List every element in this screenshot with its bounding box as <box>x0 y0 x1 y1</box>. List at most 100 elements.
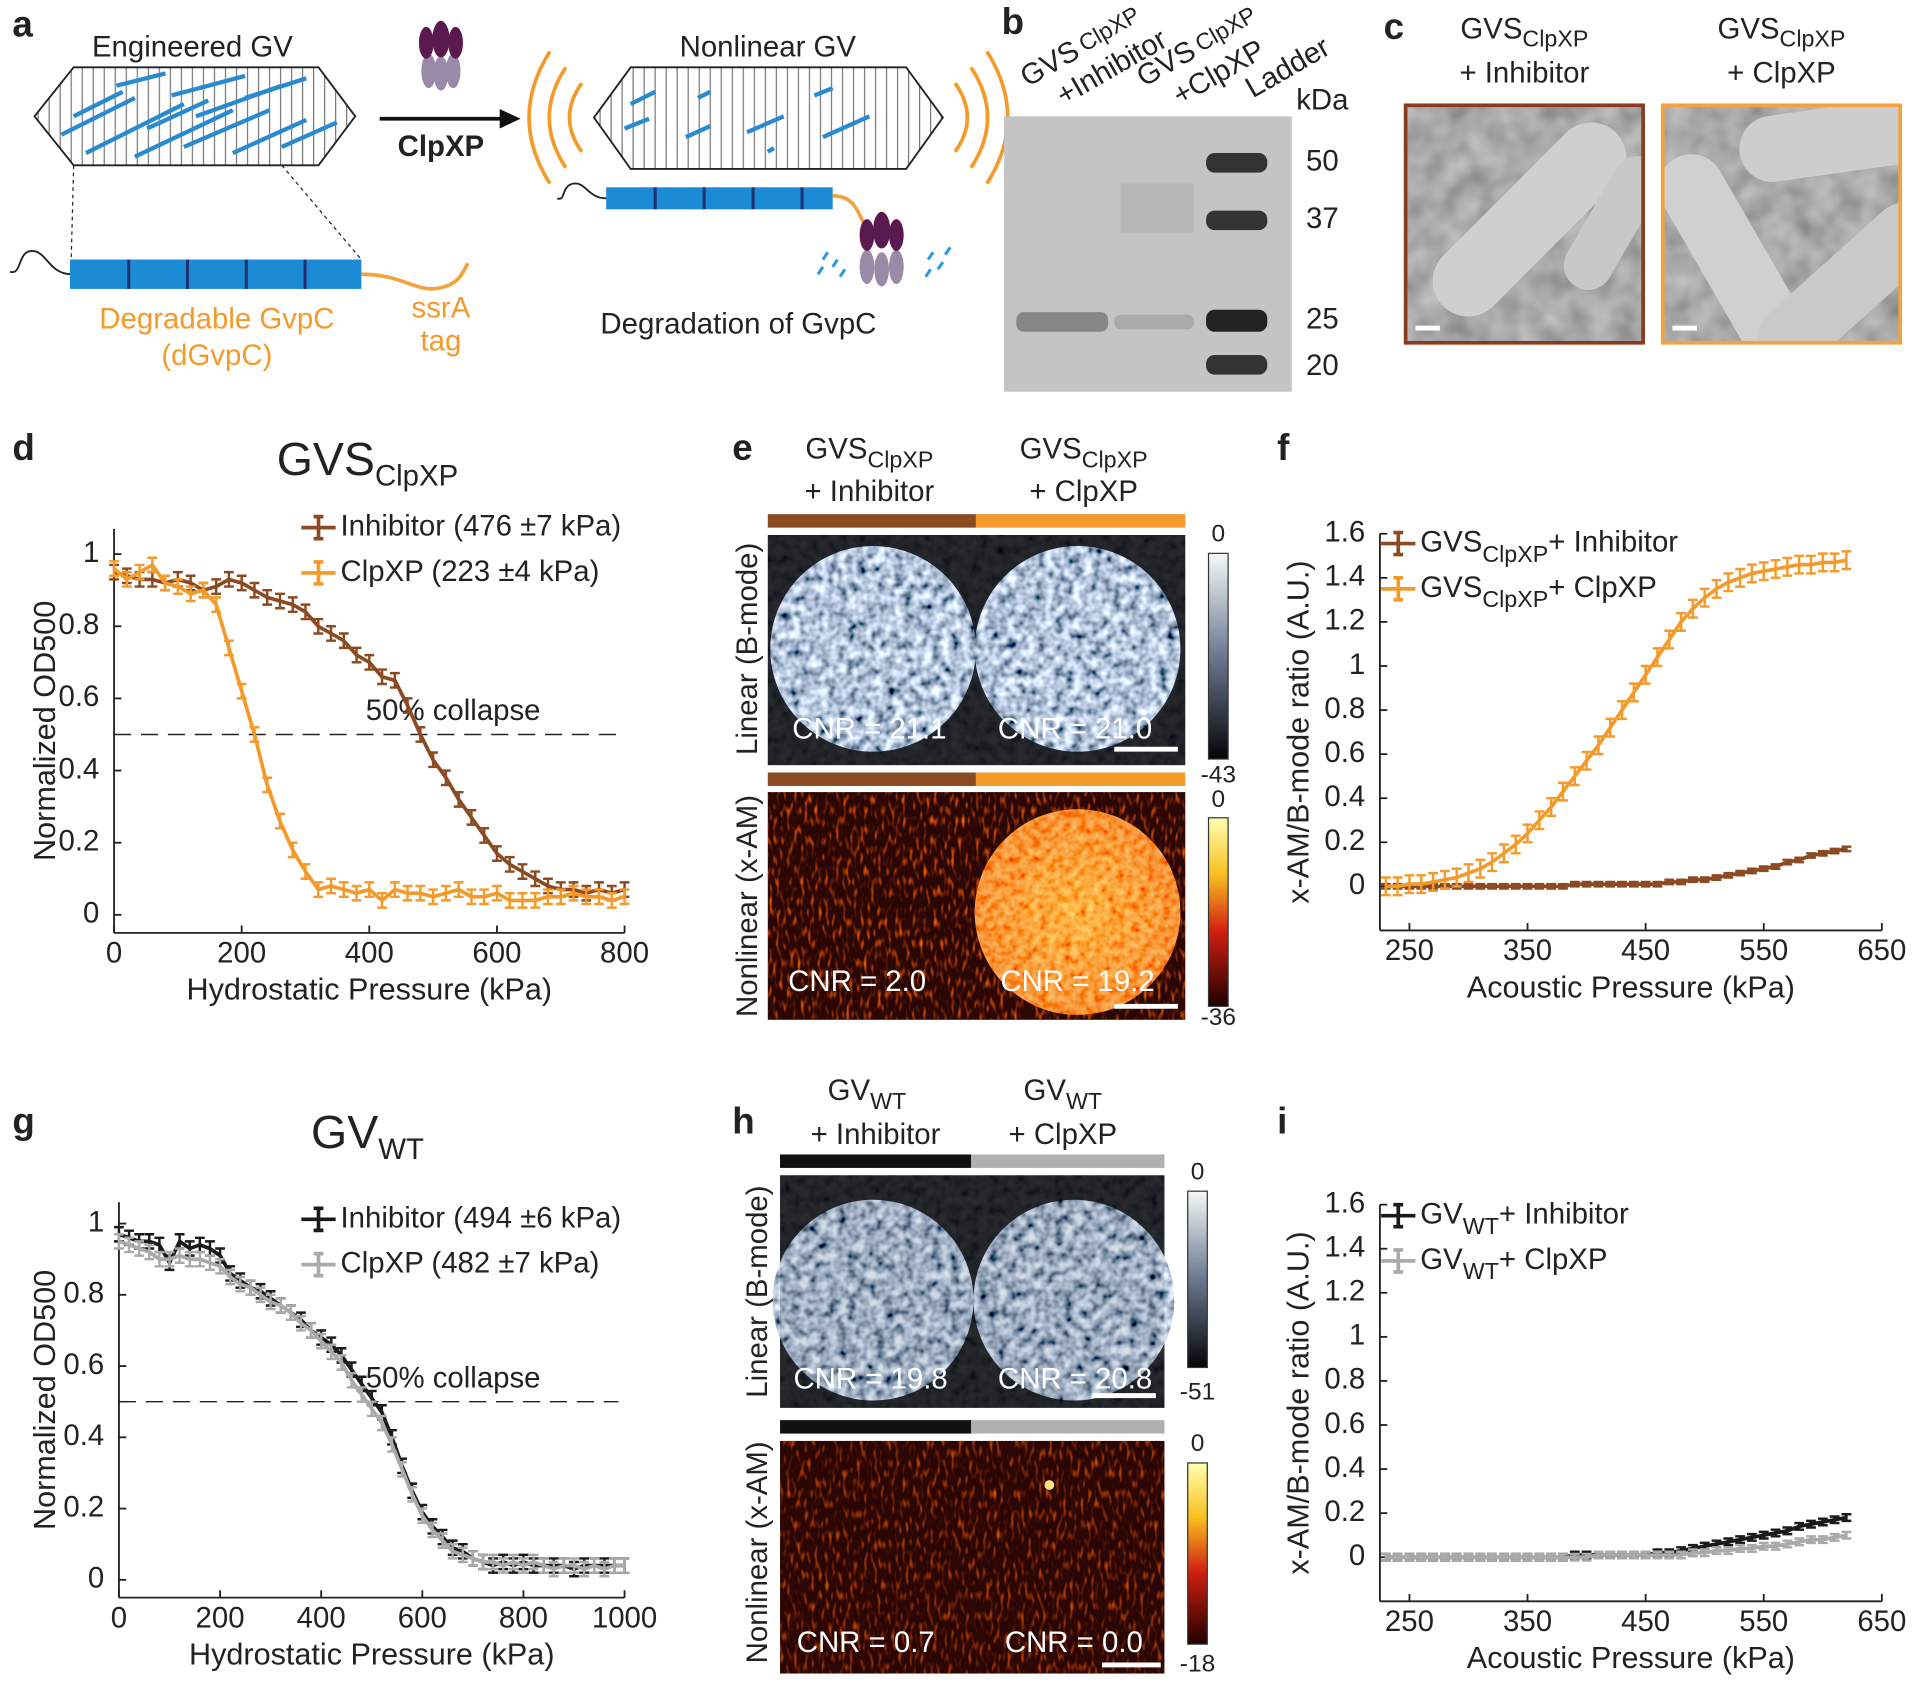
error-bar <box>1617 880 1627 888</box>
row-label: Linear (B-mode) <box>741 1185 774 1397</box>
error-bar <box>249 726 260 743</box>
error-bar <box>1770 558 1781 580</box>
error-bar <box>498 1557 509 1574</box>
ladder-band <box>1206 153 1268 173</box>
error-bar <box>134 1240 145 1257</box>
y-tick-label: 0.2 <box>1324 824 1365 857</box>
error-bar <box>1628 1550 1639 1560</box>
error-bar <box>174 1247 185 1264</box>
legend-name: + Inhibitor <box>1548 525 1678 558</box>
error-bar <box>236 574 247 592</box>
legend-swatch <box>1381 530 1416 557</box>
series-line <box>1385 847 1847 889</box>
ladder-band <box>1206 355 1268 375</box>
error-bar <box>1758 1530 1769 1540</box>
error-bar <box>543 888 553 906</box>
error-bar <box>1499 882 1509 890</box>
panel-label: f <box>1277 427 1290 468</box>
legend-main: GVS <box>1420 525 1482 558</box>
colorbar <box>1207 817 1229 1007</box>
error-bar <box>517 891 528 909</box>
error-bar <box>1747 563 1757 584</box>
nonlinear-signal <box>527 50 1010 185</box>
label-sub: ClpXP <box>1522 26 1588 52</box>
label: + Inhibitor <box>811 1118 941 1151</box>
label: GVSClpXP <box>1020 432 1148 472</box>
label: + ClpXP <box>1727 56 1836 89</box>
title-main: GVS <box>277 433 375 485</box>
title-main: GV <box>311 1106 378 1158</box>
error-bar <box>1569 766 1580 787</box>
error-bar <box>185 585 196 603</box>
legend-name: + ClpXP <box>1548 571 1657 604</box>
error-bar <box>1723 1537 1734 1547</box>
y-tick-label: 0.2 <box>59 824 100 857</box>
x-tick-label: 200 <box>217 937 266 970</box>
chart: 0 0.2 0.4 0.6 0.8 1 0 200 400 600 800 1000 Hydrostat… <box>28 1106 657 1671</box>
error-bar <box>1829 1515 1840 1525</box>
error-bar <box>194 1250 205 1268</box>
colorbar-label: 0 <box>1212 786 1226 813</box>
series-line <box>1385 558 1847 889</box>
y-tick-label: 0 <box>1349 1539 1365 1572</box>
error-bar <box>453 790 464 808</box>
error-bar <box>1817 1517 1828 1527</box>
label: + ClpXP <box>1009 1118 1118 1151</box>
error-bar <box>1794 856 1805 864</box>
legend-name: ClpXP (482 ±7 kPa) <box>341 1246 600 1279</box>
error-bar <box>275 812 285 830</box>
x-tick-label: 200 <box>196 1601 245 1634</box>
error-bar <box>1475 858 1486 879</box>
cnr: CNR = 21.0 <box>998 713 1152 746</box>
gas-vesicle <box>33 66 357 167</box>
error-bar <box>336 1354 347 1371</box>
condition-bar <box>767 514 976 528</box>
error-bar <box>1605 1550 1616 1560</box>
y-tick-label: 0 <box>1349 868 1365 901</box>
error-bar <box>1770 1528 1781 1538</box>
ultrasound-h: GVWT + Inhibitor GVWT + ClpXP CNR = 19.8… <box>741 1074 1215 1678</box>
zoom-line <box>70 165 75 260</box>
error-bar <box>326 625 336 642</box>
condition-bar <box>767 772 976 786</box>
error-bar <box>121 570 132 588</box>
error-bar <box>1499 1552 1509 1562</box>
error-bar <box>437 1532 448 1549</box>
colorbar-label: 0 <box>1191 1158 1205 1185</box>
series-line <box>113 570 626 896</box>
error-bar <box>1522 882 1533 890</box>
x-tick-label: 800 <box>600 937 649 970</box>
chart-title: GVSClpXP <box>277 433 459 492</box>
legend-label: ClpXP (223 ±4 kPa) <box>341 555 600 588</box>
marker: 50 <box>1306 145 1339 178</box>
legend-label: GVSClpXP+ ClpXP <box>1420 571 1657 613</box>
row-label: Linear (B-mode) <box>731 543 764 755</box>
error-bar <box>1723 572 1734 593</box>
error-bar <box>606 891 617 909</box>
ultrasound-e: GVSClpXP + Inhibitor GVSClpXP + ClpXP CN… <box>731 432 1236 1031</box>
legend-label: ClpXP (482 ±7 kPa) <box>341 1246 600 1279</box>
x-tick-label: 350 <box>1503 934 1552 967</box>
legend-swatch <box>301 1251 336 1278</box>
error-bar <box>1416 1552 1427 1562</box>
error-bar <box>1451 867 1462 888</box>
lane-label: GVSClpXP +ClpXP <box>1131 1 1271 112</box>
error-bar <box>1439 1552 1450 1562</box>
error-bar <box>211 596 222 614</box>
error-bar <box>1806 1535 1816 1545</box>
error-bar <box>1546 882 1557 890</box>
error-bar <box>1770 1541 1781 1551</box>
error-bar <box>528 1553 539 1571</box>
error-bar <box>581 888 592 906</box>
label: Degradation of GvpC <box>600 307 876 340</box>
error-bar <box>504 855 515 873</box>
band <box>1016 312 1109 332</box>
legend-name: ClpXP (223 ±4 kPa) <box>341 555 600 588</box>
phantom-well <box>772 1199 974 1401</box>
error-bar <box>255 1286 266 1304</box>
error-bar <box>1534 1552 1545 1562</box>
label-sub: ClpXP <box>1780 26 1846 52</box>
error-bar <box>1522 1552 1533 1562</box>
error-bar <box>205 1254 215 1272</box>
error-bar <box>1534 810 1545 831</box>
